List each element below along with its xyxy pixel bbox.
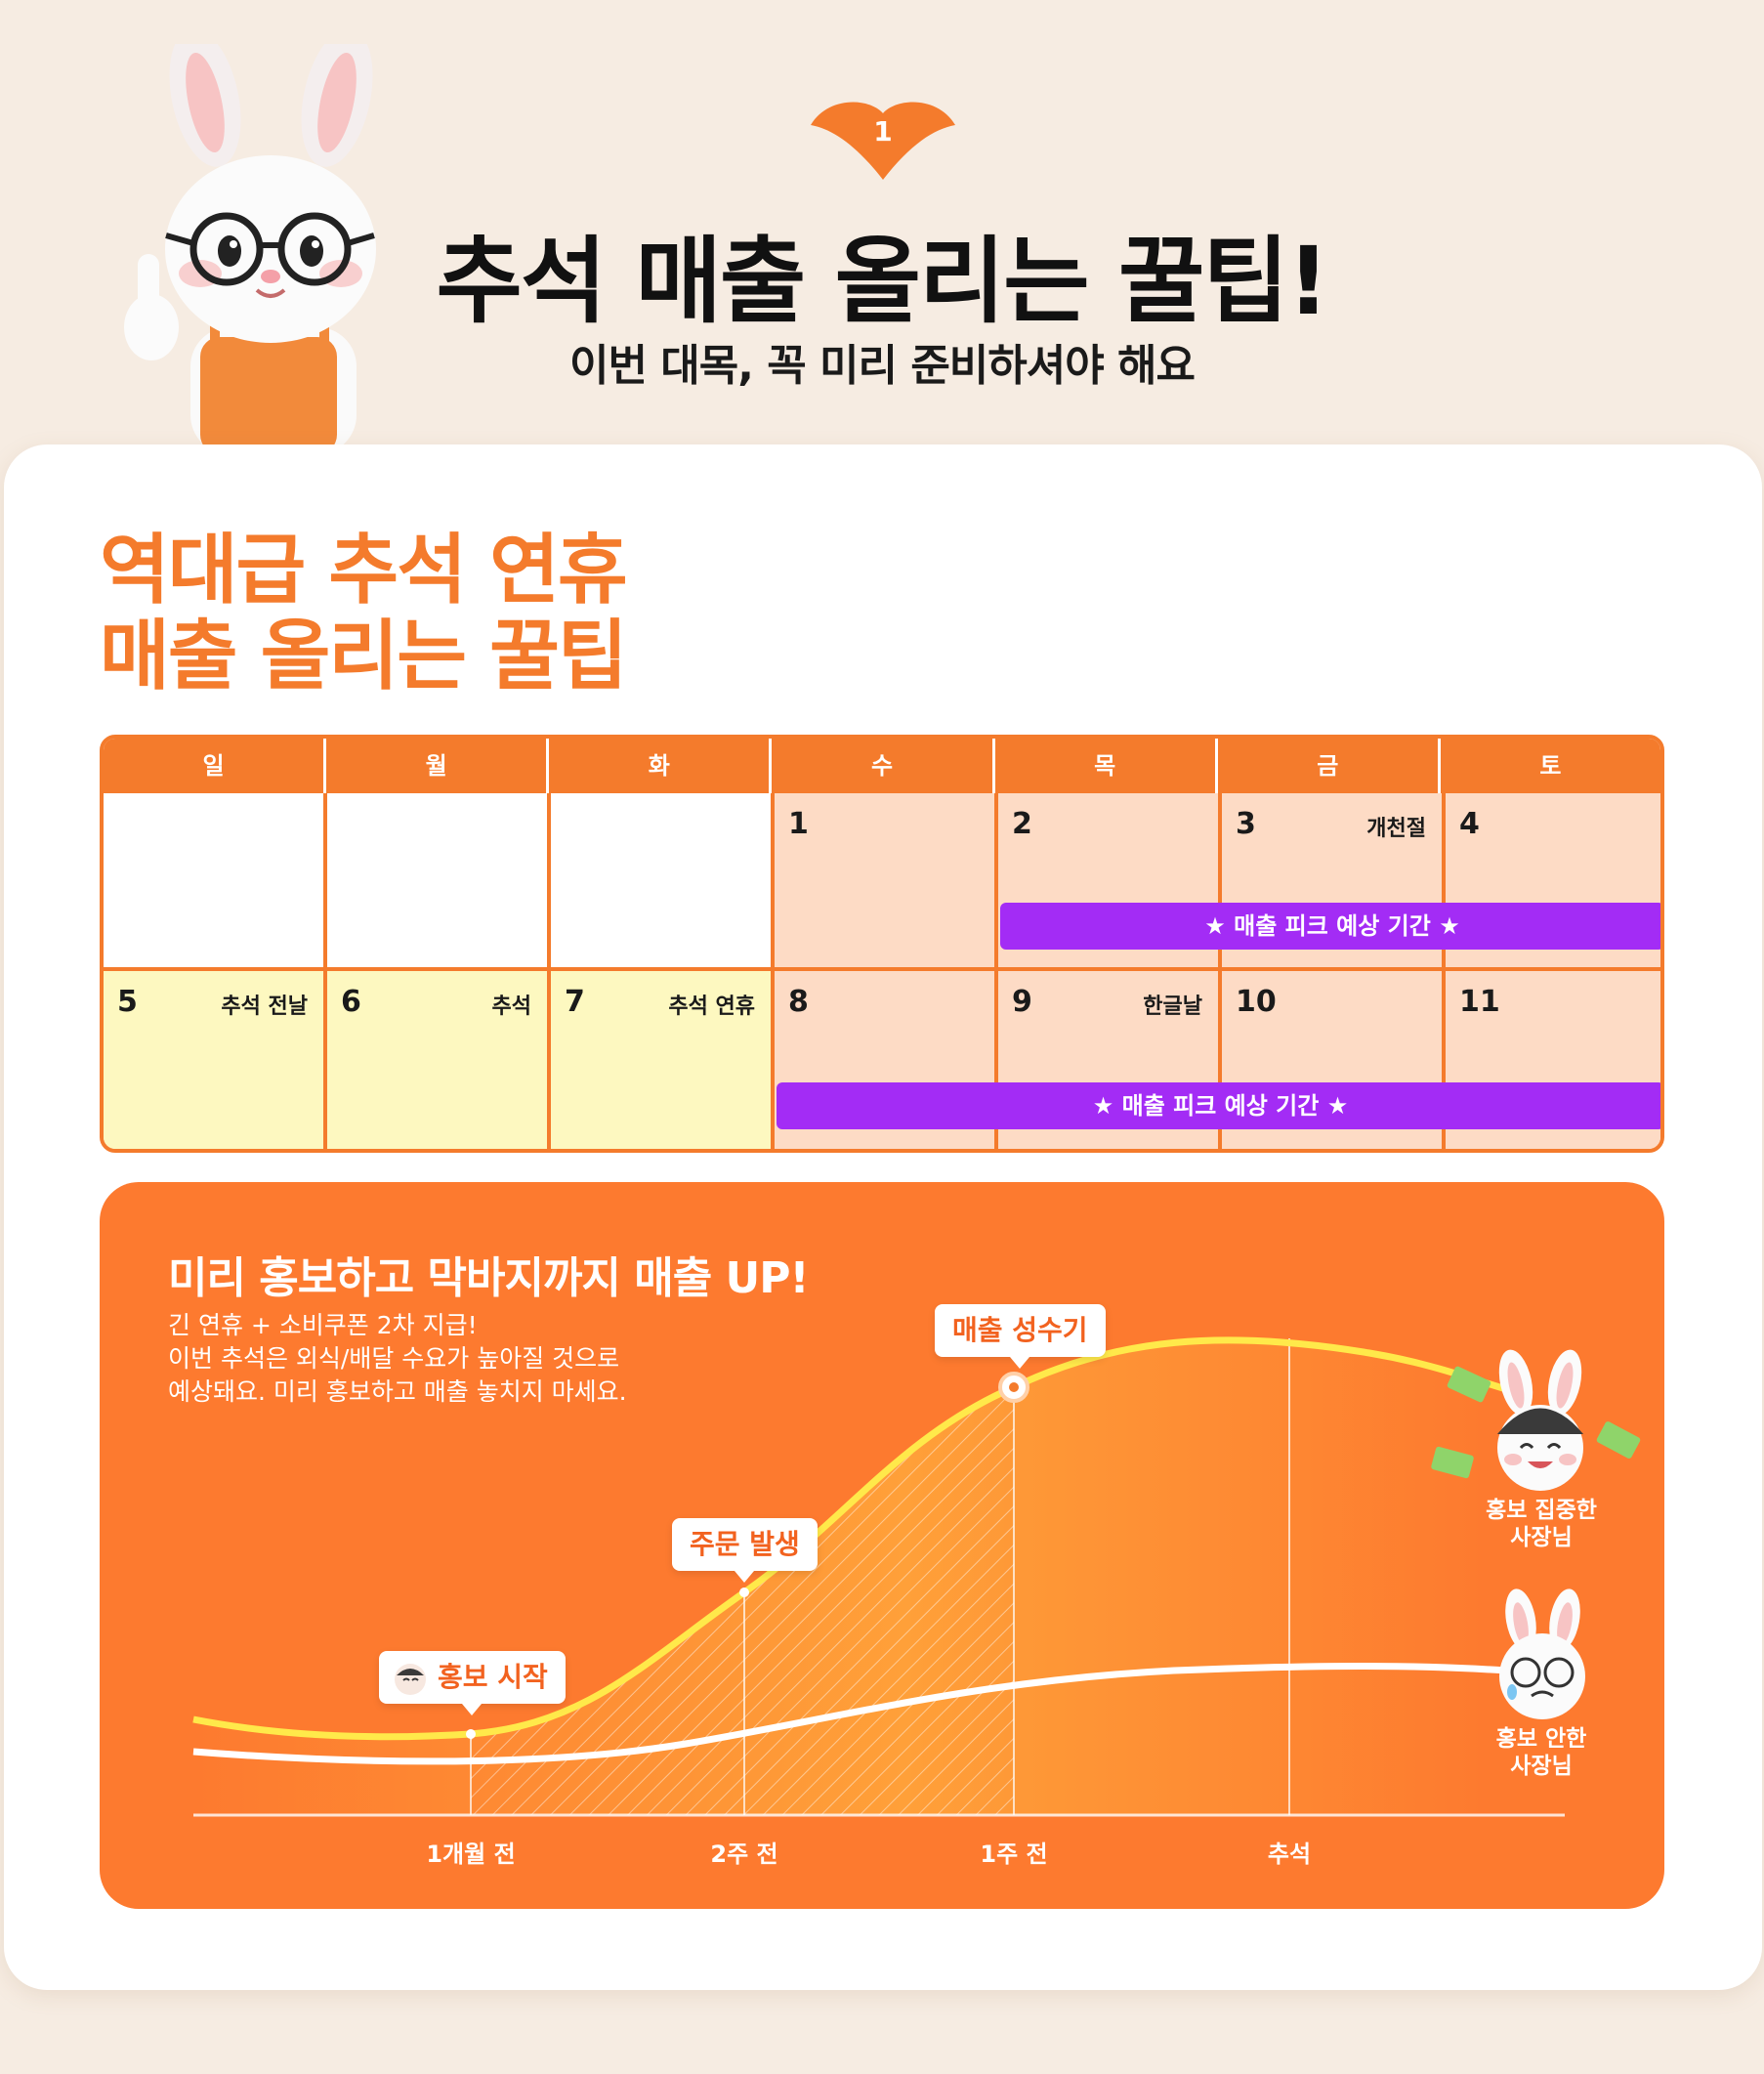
promo-owner-label: 홍보 집중한 사장님 xyxy=(1453,1497,1629,1551)
panel-description: 긴 연휴 + 소비쿠폰 2차 지급! 이번 추석은 외식/배달 수요가 높아질 … xyxy=(168,1309,627,1409)
calendar-day: 7 추석 연휴 xyxy=(551,971,775,1149)
desc-line-1: 긴 연휴 + 소비쿠폰 2차 지급! xyxy=(168,1311,478,1339)
day-number: 5 xyxy=(117,985,138,1019)
callout-start-label: 홍보 시작 xyxy=(438,1661,548,1693)
happy-owner-avatar xyxy=(1431,1349,1641,1491)
day-number: 4 xyxy=(1459,807,1480,841)
day-number: 3 xyxy=(1236,807,1256,841)
sad-owner-avatar xyxy=(1499,1588,1585,1719)
holiday-label: 추석 연휴 xyxy=(668,995,755,1019)
callout-order: 주문 발생 xyxy=(672,1518,818,1583)
x-tick-1week: 1주 전 xyxy=(980,1841,1048,1868)
promo-owner-line-1: 홍보 집중한 xyxy=(1486,1498,1597,1523)
sales-peak-bar: ★ 매출 피크 예상 기간 ★ xyxy=(777,1082,1660,1129)
weekday-tue: 화 xyxy=(549,739,773,793)
weekday-thu: 목 xyxy=(995,739,1218,793)
sales-trend-panel: 미리 홍보하고 막바지까지 매출 UP! 긴 연휴 + 소비쿠폰 2차 지급! … xyxy=(100,1182,1664,1909)
holiday-label: 추석 전날 xyxy=(221,995,308,1019)
weekday-wed: 수 xyxy=(772,739,995,793)
day-number: 6 xyxy=(341,985,361,1019)
panel-title: 미리 홍보하고 막바지까지 매출 UP! xyxy=(168,1253,810,1303)
x-tick-2week: 2주 전 xyxy=(710,1841,778,1868)
day-number: 8 xyxy=(788,985,809,1019)
day-number: 9 xyxy=(1012,985,1032,1019)
bunny-mascot-illustration xyxy=(112,28,405,454)
page-subtitle: 이번 대목, 꼭 미리 준비하셔야 해요 xyxy=(568,341,1196,391)
badge-number: 1 xyxy=(873,115,893,148)
desc-line-2: 이번 추석은 외식/배달 수요가 높아질 것으로 xyxy=(168,1344,620,1373)
no-promo-owner-line xyxy=(192,1663,1507,1765)
calendar-day-empty xyxy=(104,793,327,971)
bunny-face-icon xyxy=(395,1664,426,1695)
day-number: 2 xyxy=(1012,807,1032,841)
calendar-day-empty xyxy=(551,793,775,971)
promo-owner-line xyxy=(192,1336,1508,1741)
weekday-sat: 토 xyxy=(1539,752,1562,780)
holiday-calendar: 일 월 화 수 목 금 토 1 2 3 개천절 4 ★ 매출 피크 예상 기간 … xyxy=(100,735,1664,1153)
weekday-fri: 금 xyxy=(1218,739,1441,793)
no-promo-owner-line-1: 홍보 안한 xyxy=(1495,1726,1587,1752)
growth-hatch xyxy=(471,1387,1014,1815)
holiday-label: 추석 xyxy=(491,995,531,1019)
callout-peak-season: 매출 성수기 xyxy=(935,1304,1106,1369)
x-tick-1month: 1개월 전 xyxy=(426,1841,516,1868)
card-heading-line1: 역대급 추석 연휴 xyxy=(100,527,628,614)
sales-peak-bar: ★ 매출 피크 예상 기간 ★ xyxy=(1000,903,1660,950)
card-heading-line2: 매출 올리는 꿀팁 xyxy=(100,613,628,700)
start-marker xyxy=(466,1729,476,1739)
day-number: 1 xyxy=(788,807,809,841)
calendar-day: 6 추석 xyxy=(327,971,551,1149)
calendar-day: 5 추석 전날 xyxy=(104,971,327,1149)
order-marker xyxy=(739,1587,749,1597)
calendar-weekday-header: 일 월 화 수 목 금 토 xyxy=(104,739,1660,793)
calendar-day-empty xyxy=(327,793,551,971)
holiday-label: 한글날 xyxy=(1143,995,1202,1019)
day-number: 11 xyxy=(1459,985,1500,1019)
promo-owner-line-2: 사장님 xyxy=(1510,1525,1573,1550)
no-promo-owner-label: 홍보 안한 사장님 xyxy=(1453,1725,1629,1780)
card-heading: 역대급 추석 연휴 매출 올리는 꿀팁 xyxy=(100,527,628,700)
page-title: 추석 매출 올리는 꿀팁! xyxy=(436,227,1330,336)
x-tick-chuseok: 추석 xyxy=(1267,1841,1312,1868)
weekday-mon: 월 xyxy=(326,739,550,793)
holiday-label: 개천절 xyxy=(1366,817,1426,841)
no-promo-owner-line-2: 사장님 xyxy=(1510,1754,1573,1779)
weekday-sun: 일 xyxy=(104,739,327,793)
day-number: 10 xyxy=(1236,985,1277,1019)
calendar-day: 1 xyxy=(775,793,998,971)
day-number: 7 xyxy=(565,985,585,1019)
callout-promo-start: 홍보 시작 xyxy=(379,1651,566,1715)
sales-trend-chart xyxy=(192,1336,1641,1817)
desc-line-3: 예상돼요. 미리 홍보하고 매출 놓치지 마세요. xyxy=(168,1377,627,1406)
step-number-badge: 1 xyxy=(811,98,955,180)
